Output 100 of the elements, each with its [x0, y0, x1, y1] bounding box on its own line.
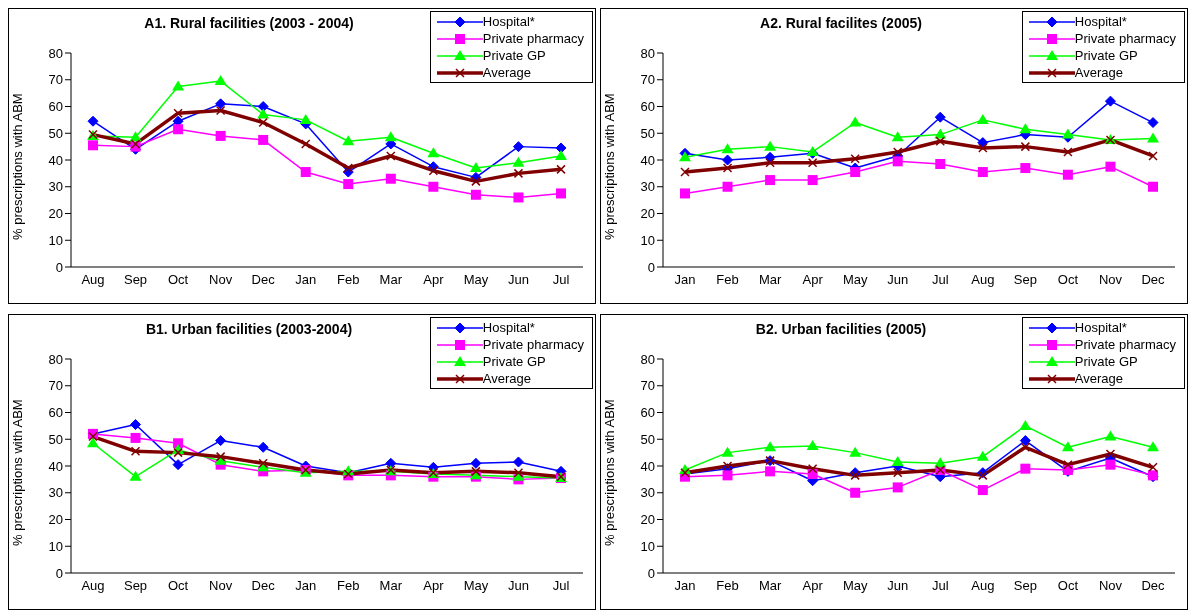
y-tick-label: 10 — [640, 538, 655, 554]
y-tick-label: 30 — [48, 485, 63, 501]
y-tick-label: 20 — [48, 512, 63, 528]
y-tick-label: 70 — [48, 72, 63, 88]
x-tick-label: May — [463, 272, 489, 288]
x-tick-label: Nov — [209, 272, 233, 288]
x-tick-label: Jun — [887, 272, 909, 288]
legend-label: Private pharmacy — [482, 31, 584, 46]
x-tick-label: Nov — [1098, 578, 1123, 594]
y-tick-label: 60 — [48, 405, 63, 421]
x-tick-label: Mar — [758, 578, 782, 594]
x-tick-label: Aug — [971, 272, 995, 288]
y-tick-label: 40 — [640, 152, 655, 168]
y-tick-label: 0 — [647, 259, 655, 275]
y-tick-label: 50 — [48, 431, 63, 447]
y-tick-label: 70 — [48, 378, 63, 394]
x-tick-label: Feb — [337, 272, 360, 288]
y-axis-title: % prescriptions with ABM — [9, 399, 25, 546]
x-tick-label: Nov — [1098, 272, 1123, 288]
y-tick-label: 10 — [48, 538, 63, 554]
chart-title: B2. Urban facilities (2005) — [754, 321, 928, 337]
y-tick-label: 10 — [48, 232, 63, 248]
legend-label: Private pharmacy — [1074, 337, 1176, 352]
y-tick-label: 30 — [640, 485, 655, 501]
legend-label: Average — [1074, 65, 1124, 80]
y-tick-label: 50 — [640, 431, 655, 447]
x-tick-label: Dec — [251, 272, 276, 288]
legend-label: Average — [482, 371, 532, 386]
y-tick-label: 80 — [640, 351, 655, 367]
x-tick-label: Jul — [931, 578, 949, 594]
x-tick-label: Sep — [1013, 272, 1037, 288]
x-tick-label: Apr — [423, 578, 445, 594]
y-axis-title: % prescriptions with ABM — [601, 93, 617, 240]
x-tick-label: Jul — [552, 578, 570, 594]
y-tick-label: 40 — [48, 458, 63, 474]
x-tick-label: Jun — [507, 578, 529, 594]
x-tick-label: Jan — [295, 272, 317, 288]
y-tick-label: 80 — [48, 45, 63, 61]
y-tick-label: 0 — [647, 565, 655, 581]
x-tick-label: May — [842, 578, 868, 594]
x-tick-label: Dec — [1141, 272, 1166, 288]
x-tick-label: Jul — [552, 272, 570, 288]
x-tick-label: Apr — [802, 272, 824, 288]
legend-label: Private pharmacy — [1074, 31, 1176, 46]
legend-label: Private GP — [1074, 354, 1138, 369]
y-tick-label: 60 — [48, 99, 63, 115]
x-tick-label: Jan — [674, 578, 696, 594]
y-tick-label: 40 — [640, 458, 655, 474]
y-tick-label: 20 — [640, 206, 655, 222]
legend-label: Average — [482, 65, 532, 80]
y-tick-label: 0 — [55, 259, 63, 275]
x-tick-label: Nov — [209, 578, 233, 594]
x-tick-label: Jan — [674, 272, 696, 288]
y-tick-label: 30 — [640, 179, 655, 195]
y-tick-label: 60 — [640, 405, 655, 421]
x-tick-label: Feb — [716, 578, 739, 594]
legend-label: Private GP — [1074, 48, 1138, 63]
y-tick-label: 80 — [48, 351, 63, 367]
chart-title: B1. Urban facilities (2003-2004) — [144, 321, 354, 337]
y-tick-label: 20 — [48, 206, 63, 222]
y-tick-label: 50 — [640, 125, 655, 141]
x-tick-label: Mar — [379, 272, 403, 288]
x-tick-label: Aug — [81, 272, 105, 288]
x-tick-label: Feb — [337, 578, 360, 594]
legend-label: Hospital* — [1074, 320, 1127, 335]
x-tick-label: Dec — [251, 578, 276, 594]
x-tick-label: Dec — [1141, 578, 1166, 594]
y-axis-title: % prescriptions with ABM — [601, 399, 617, 546]
x-tick-label: Oct — [1057, 578, 1079, 594]
x-tick-label: Apr — [802, 578, 824, 594]
y-tick-label: 40 — [48, 152, 63, 168]
y-tick-label: 0 — [55, 565, 63, 581]
x-tick-label: Jun — [887, 578, 909, 594]
x-tick-label: Oct — [1057, 272, 1079, 288]
legend-label: Private pharmacy — [482, 337, 584, 352]
x-tick-label: Aug — [971, 578, 995, 594]
x-tick-label: Feb — [716, 272, 739, 288]
chart-title: A1. Rural facilities (2003 - 2004) — [143, 15, 355, 31]
y-tick-label: 10 — [640, 232, 655, 248]
x-tick-label: Mar — [758, 272, 782, 288]
legend-label: Private GP — [482, 354, 546, 369]
y-tick-label: 70 — [640, 378, 655, 394]
x-tick-label: Oct — [167, 578, 189, 594]
x-tick-label: Jul — [931, 272, 949, 288]
y-tick-label: 60 — [640, 99, 655, 115]
chart-title: A2. Rural facilites (2005) — [759, 15, 923, 31]
legend-label: Private GP — [482, 48, 546, 63]
x-tick-label: Sep — [123, 578, 148, 594]
y-tick-label: 80 — [640, 45, 655, 61]
x-tick-label: Sep — [123, 272, 148, 288]
x-tick-label: Aug — [81, 578, 105, 594]
y-tick-label: 30 — [48, 179, 63, 195]
x-tick-label: Jun — [507, 272, 529, 288]
x-tick-label: May — [463, 578, 489, 594]
x-tick-label: Oct — [167, 272, 189, 288]
y-tick-label: 70 — [640, 72, 655, 88]
x-tick-label: Sep — [1013, 578, 1037, 594]
y-tick-label: 50 — [48, 125, 63, 141]
y-axis-title: % prescriptions with ABM — [9, 93, 25, 240]
legend-label: Hospital* — [482, 14, 535, 29]
